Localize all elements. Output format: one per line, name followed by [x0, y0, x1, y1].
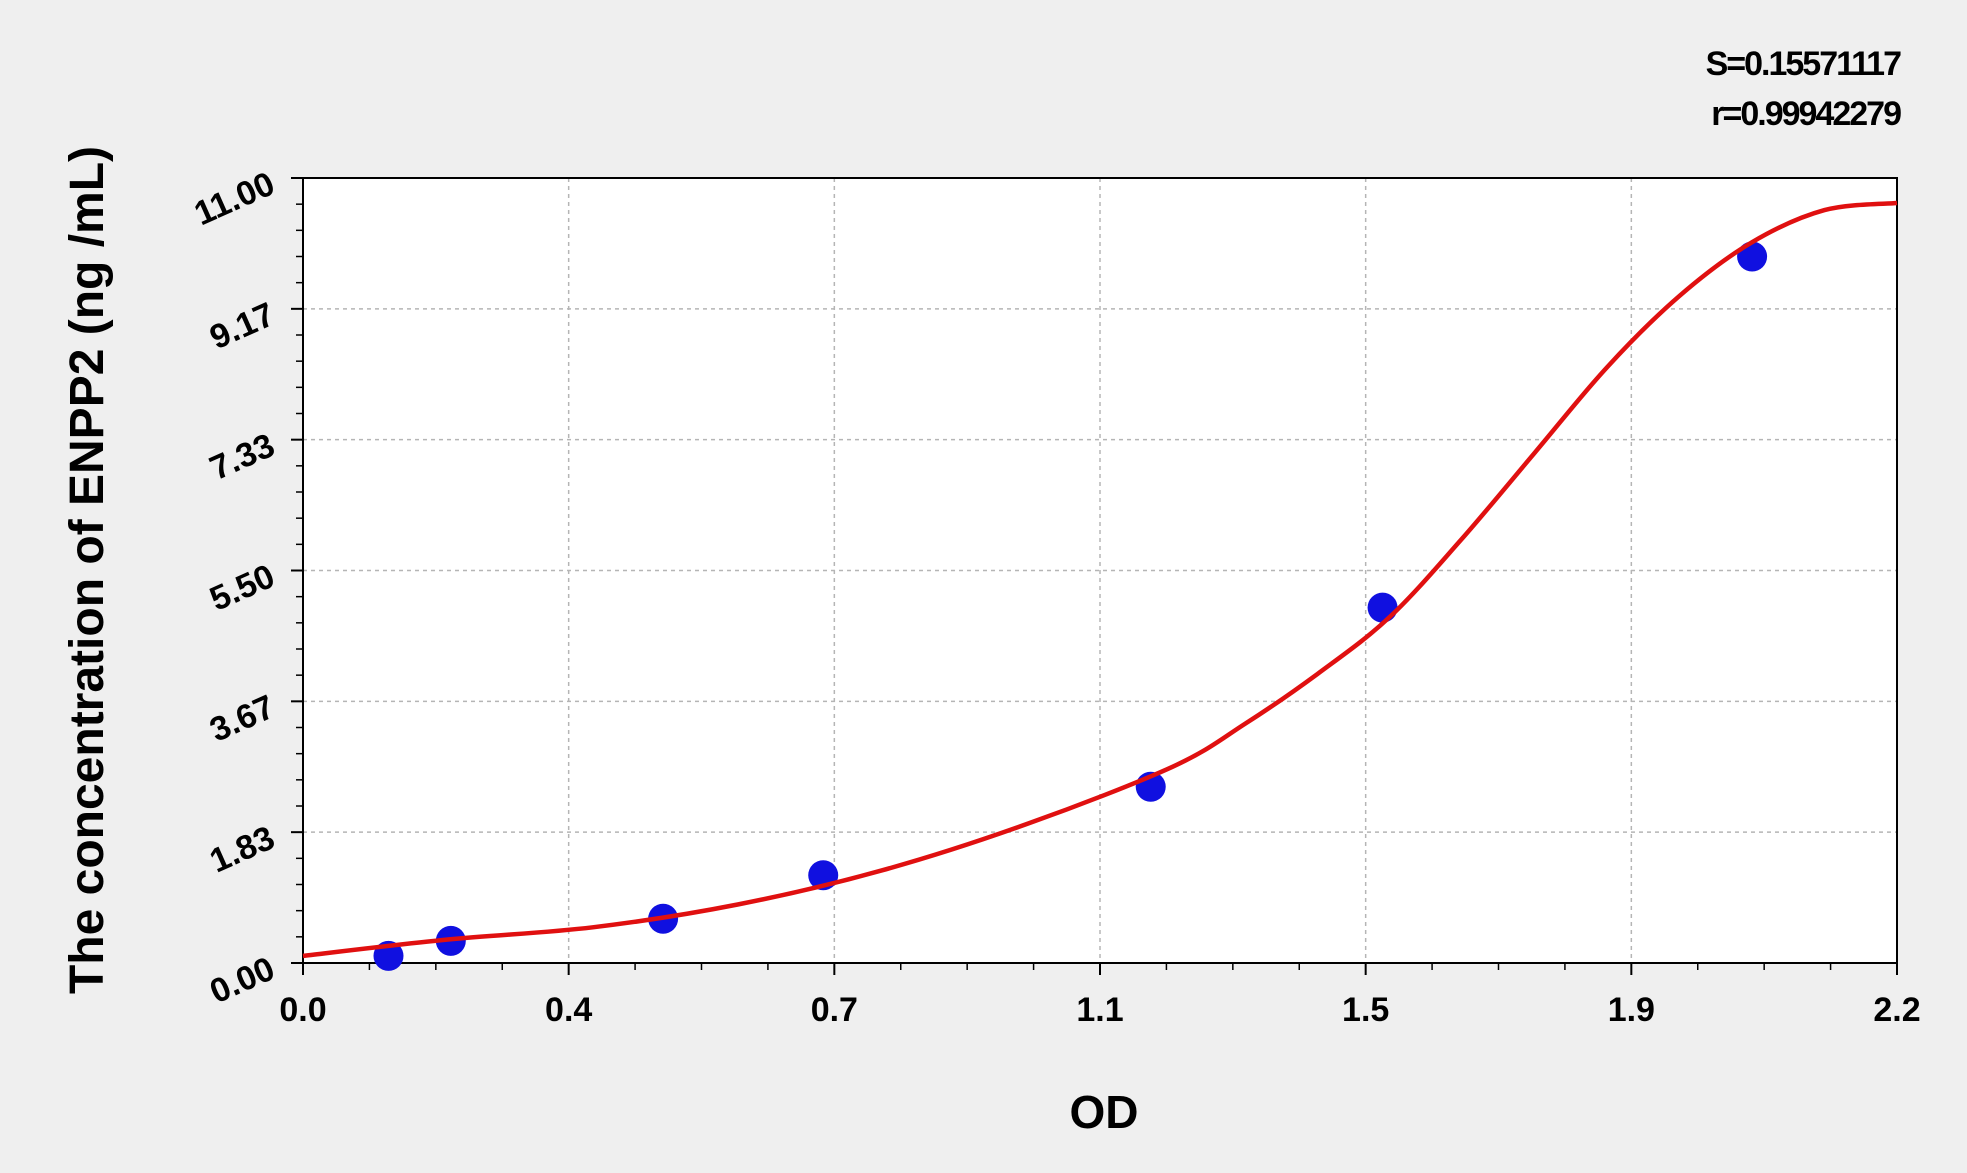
- data-point: [1737, 241, 1768, 272]
- r-statistic: r=0.99942279: [1711, 95, 1901, 133]
- grid-lines: [303, 178, 1897, 963]
- fit-curve: [302, 200, 1898, 959]
- y-tick-label: 3.67: [204, 688, 280, 750]
- y-axis-title: The concentration of ENPP2 (ng /mL): [61, 146, 114, 994]
- y-tick-label: 1.83: [204, 819, 280, 881]
- s-statistic: S=0.15571117: [1706, 45, 1902, 83]
- x-tick-label: 1.5: [1342, 991, 1389, 1029]
- x-axis-title: OD: [1070, 1086, 1139, 1138]
- x-tick-label: 0.7: [811, 991, 858, 1029]
- plot-frame: [302, 177, 1898, 964]
- y-tick-label: 9.17: [204, 295, 280, 357]
- series-layer: [302, 200, 1898, 971]
- x-tick-label: 0.4: [545, 991, 592, 1029]
- minor-ticks: [291, 177, 1898, 975]
- x-tick-label: 2.2: [1873, 991, 1920, 1029]
- y-tick-label: 5.50: [204, 557, 280, 619]
- x-tick-labels: 0.0 0.4 0.7 1.1 1.5 1.9 2.2: [279, 991, 1920, 1029]
- x-tick-label: 1.9: [1608, 991, 1655, 1029]
- y-tick-label: 11.00: [189, 165, 280, 234]
- x-tick-label: 1.1: [1076, 991, 1123, 1029]
- data-point: [1367, 592, 1398, 623]
- y-tick-label: 7.33: [204, 426, 280, 488]
- y-tick-labels: 0.00 1.83 3.67 5.50 7.33 9.17 11.00: [189, 165, 280, 1012]
- x-tick-label: 0.0: [279, 991, 326, 1029]
- y-tick-label: 0.00: [204, 950, 280, 1012]
